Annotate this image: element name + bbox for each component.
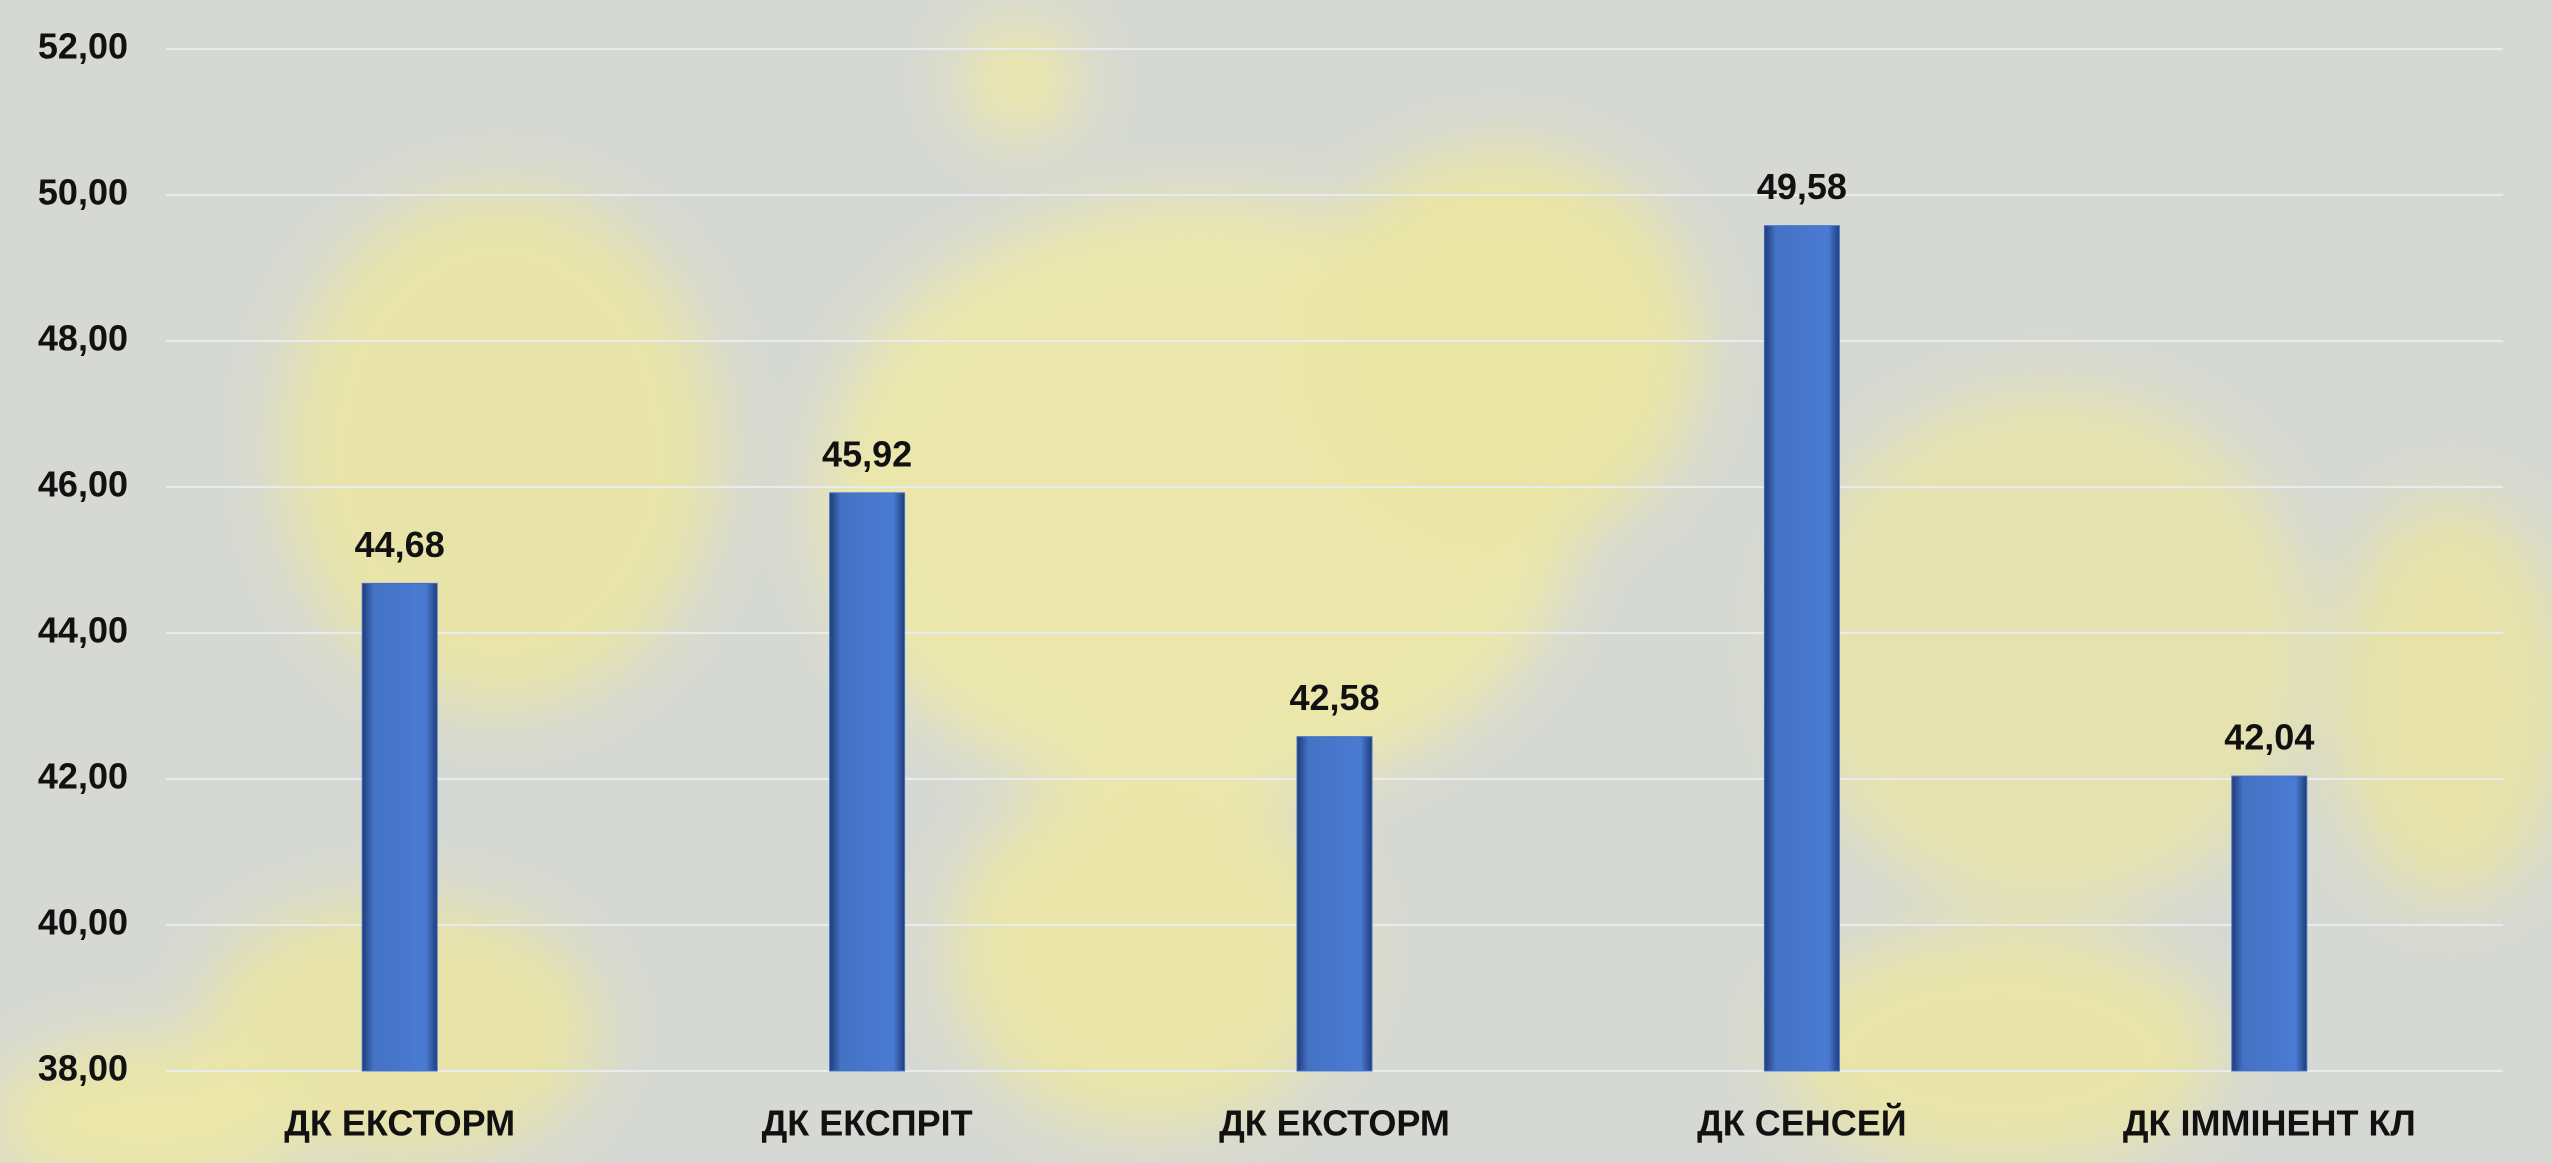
y-tick-label: 40,00 [38,902,128,943]
y-tick-label: 44,00 [38,610,128,651]
bar [1763,225,1840,1072]
value-label: 45,92 [822,433,912,474]
bar [2231,775,2308,1072]
y-tick-label: 38,00 [38,1048,128,1089]
x-tick-label: ДК ЕКСТОРМ [284,1103,515,1144]
value-label: 42,58 [1289,677,1379,718]
y-tick-label: 46,00 [38,464,128,505]
bar [1296,736,1373,1072]
y-tick-label: 50,00 [38,172,128,213]
value-label: 42,04 [2224,717,2314,758]
x-tick-label: ДК СЕНСЕЙ [1697,1102,1907,1144]
value-label: 44,68 [355,524,445,565]
y-tick-label: 42,00 [38,756,128,797]
bar [829,492,906,1072]
bar [361,582,438,1072]
y-tick-label: 48,00 [38,318,128,359]
x-tick-label: ДК ЕКСПРІТ [762,1103,973,1144]
value-label: 49,58 [1757,166,1847,207]
x-tick-label: ДК ІММІНЕНТ КЛ [2123,1103,2416,1144]
y-tick-label: 52,00 [38,26,128,67]
x-tick-label: ДК ЕКСТОРМ [1219,1103,1450,1144]
